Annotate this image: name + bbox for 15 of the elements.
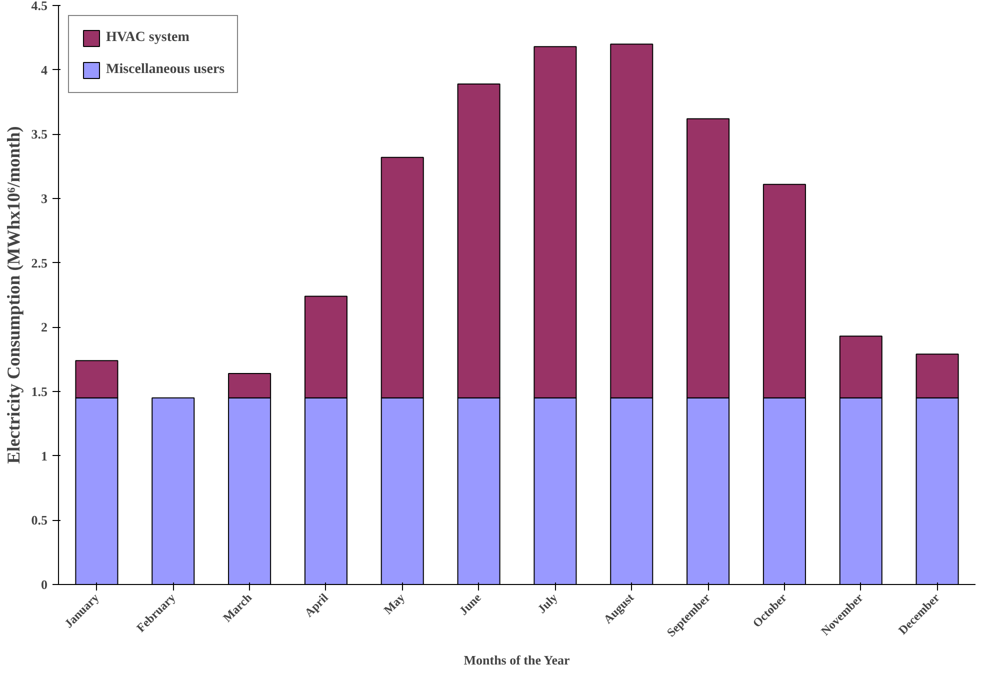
x-axis-title: Months of the Year: [464, 652, 570, 668]
y-axis-title: Electricity Consumption (MWhx10⁶/month): [3, 126, 24, 464]
y-tick-label: 2: [41, 320, 48, 335]
y-tick-label: 1: [41, 448, 48, 464]
legend-label: Miscellaneous users: [106, 62, 225, 78]
y-tick-label: 4.5: [31, 0, 48, 13]
y-tick-label: 3: [41, 191, 48, 206]
y-tick-label: 0.5: [31, 512, 48, 528]
y-tick-label: 4: [41, 62, 48, 78]
y-tick-label: 1.5: [31, 384, 48, 399]
y-tick-label: 0: [41, 577, 48, 592]
legend-label: HVAC system: [106, 30, 190, 46]
y-tick-label: 3.5: [31, 126, 48, 142]
y-tick-label: 2.5: [31, 255, 48, 270]
x-tick-label: July: [534, 590, 560, 616]
